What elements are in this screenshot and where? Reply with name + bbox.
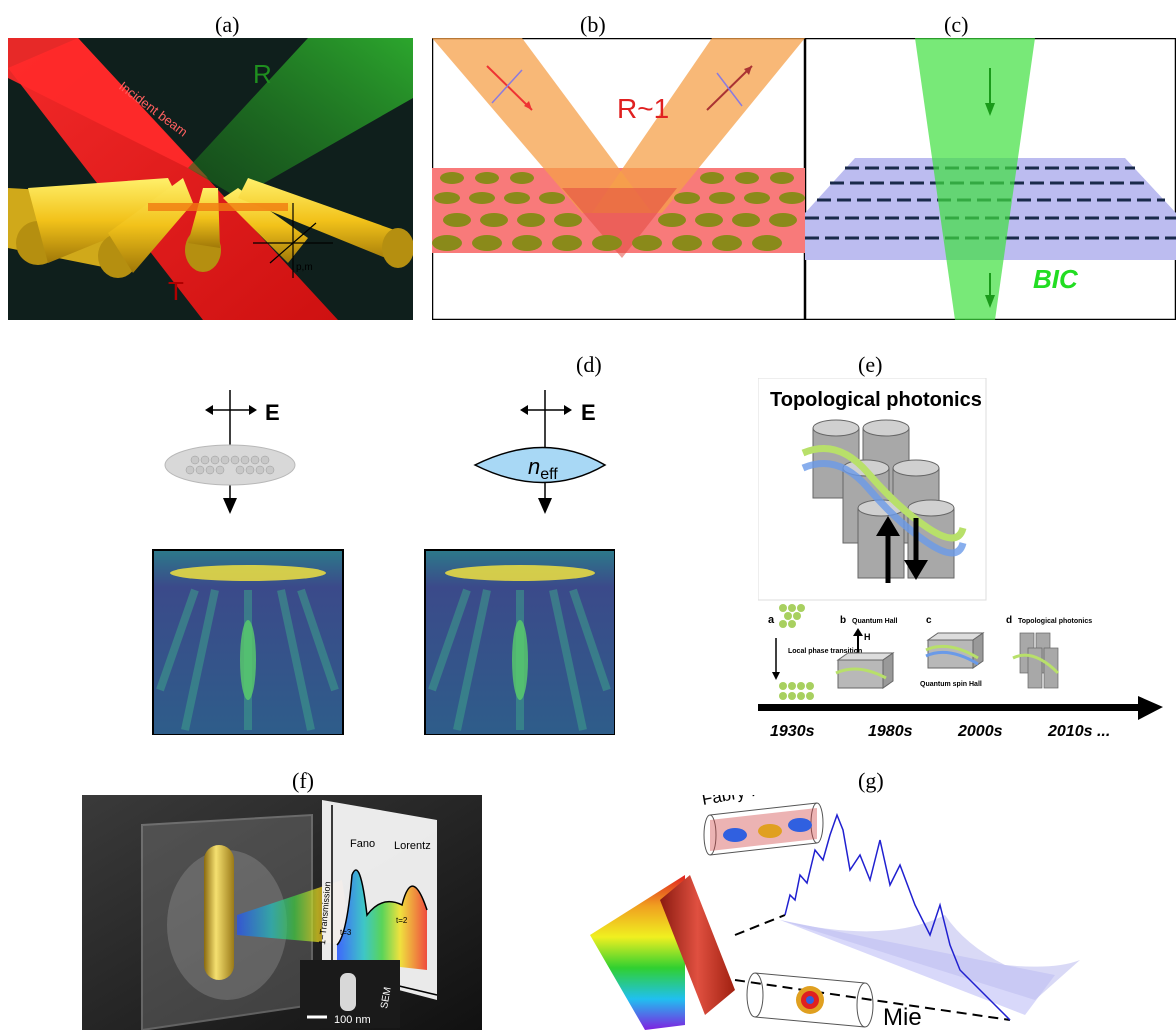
panel-d-figure: E E neff — [152, 390, 615, 735]
panel-a-figure: Incident beam R T p,m — [8, 38, 413, 320]
sub-b-h: H — [864, 632, 871, 642]
svg-text:neff: neff — [528, 454, 558, 483]
pm-label: p,m — [296, 262, 313, 273]
panel-label-e: (e) — [858, 352, 883, 377]
year-1980s: 1980s — [868, 723, 913, 740]
year-1930s: 1930s — [770, 723, 815, 740]
panel-label-b: (b) — [580, 12, 606, 37]
mie-label: Mie — [883, 1004, 922, 1030]
neff-symbol: n — [528, 454, 540, 479]
t2-label: t=2 — [396, 916, 408, 925]
sub-c-text: Quantum spin Hall — [920, 681, 982, 688]
panel-label-a: (a) — [215, 12, 240, 37]
panel-c-figure: BIC — [805, 38, 1176, 320]
sub-a-label: a — [768, 614, 775, 626]
reflection-label: R — [253, 59, 272, 89]
e-field-label-left: E — [265, 400, 280, 425]
topological-title: Topological photonics — [770, 389, 982, 411]
lorentz-label: Lorentz — [394, 840, 431, 852]
panel-e-figure: Topological photonics a Local phase tran… — [758, 378, 1163, 740]
scale-bar-label: 100 nm — [334, 1014, 371, 1026]
reflectance-label: R~1 — [617, 93, 669, 124]
neff-subscript: eff — [540, 466, 558, 483]
panel-g-figure: Fabry-Perot Mie — [590, 795, 1080, 1030]
bic-label: BIC — [1033, 264, 1079, 294]
t3-label: t=3 — [340, 928, 352, 937]
sub-b-title: Quantum Hall — [852, 618, 898, 625]
fano-label: Fano — [350, 838, 375, 850]
sem-label: SEM — [379, 986, 394, 1009]
e-field-label-right: E — [581, 400, 596, 425]
year-2000s: 2000s — [957, 723, 1003, 740]
transmission-label: T — [168, 276, 184, 306]
panel-f-figure: 1−Transmission Fano Lorentz t=3 t=2 SEM … — [82, 795, 482, 1030]
panel-label-f: (f) — [292, 768, 314, 793]
year-2010s: 2010s ... — [1047, 723, 1110, 740]
panel-label-d: (d) — [576, 352, 602, 377]
panel-label-c: (c) — [944, 12, 969, 37]
sub-b-label: b — [840, 615, 846, 626]
sub-c-label: c — [926, 615, 932, 626]
panel-b-figure: R~1 — [432, 38, 805, 320]
sub-d-title: Topological photonics — [1018, 618, 1092, 625]
sub-a-text: Local phase transition — [788, 648, 862, 655]
panel-label-g: (g) — [858, 768, 884, 793]
sub-d-label: d — [1006, 615, 1012, 626]
